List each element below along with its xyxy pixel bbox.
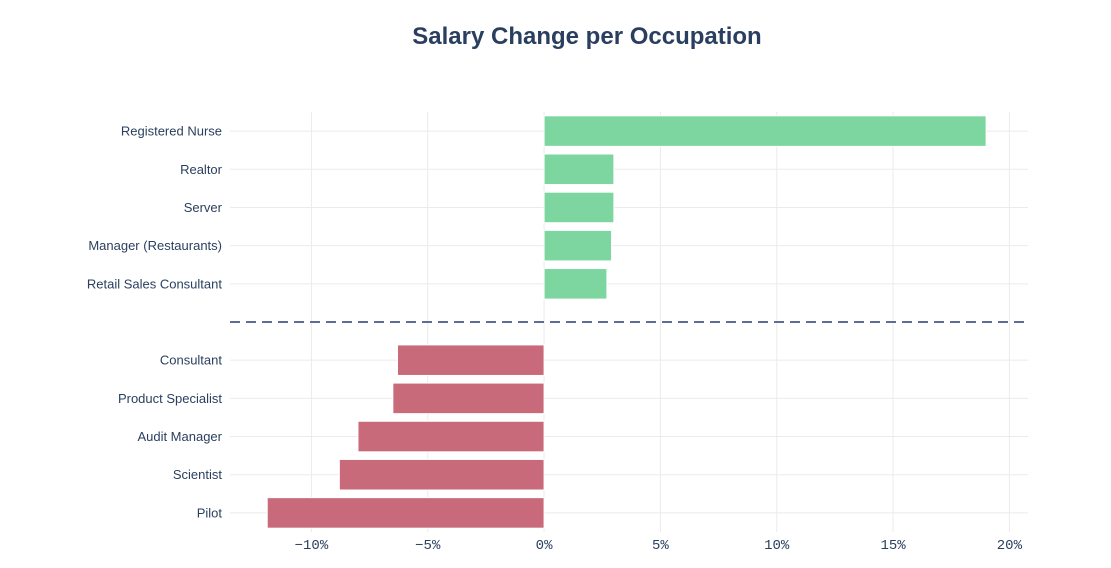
bar-realtor — [543, 153, 615, 186]
category-label: Registered Nurse — [121, 124, 222, 139]
category-label: Retail Sales Consultant — [87, 276, 223, 291]
x-axis-ticks: −10% −5% 0% 5% 10% 15% 20% — [295, 538, 1023, 554]
bar-pilot — [266, 497, 545, 529]
x-tick-label: 15% — [880, 538, 906, 554]
x-tick-label: 5% — [652, 538, 669, 554]
category-label: Pilot — [197, 505, 223, 520]
category-label: Manager (Restaurants) — [88, 238, 222, 253]
category-labels: Registered Nurse Realtor Server Manager (Re… — [87, 124, 223, 521]
category-label: Server — [184, 200, 223, 215]
bar-manager-restaurants — [543, 229, 613, 262]
bar-product-specialist — [392, 382, 545, 415]
bar-scientist — [338, 458, 545, 491]
x-tick-label: 20% — [997, 538, 1023, 554]
category-label: Scientist — [173, 467, 223, 482]
chart-title: Salary Change per Occupation — [412, 23, 761, 50]
category-label: Product Specialist — [118, 391, 222, 406]
category-label: Consultant — [160, 353, 223, 368]
x-tick-label: −10% — [295, 538, 329, 554]
bar-consultant — [397, 344, 545, 376]
x-tick-label: 0% — [536, 538, 553, 554]
x-tick-label: 10% — [764, 538, 790, 554]
bars — [266, 115, 987, 529]
bar-audit-manager — [357, 420, 545, 453]
bar-registered-nurse — [543, 115, 987, 147]
category-label: Realtor — [180, 162, 223, 177]
bar-server — [543, 191, 615, 224]
x-tick-label: −5% — [415, 538, 441, 554]
bar-retail-sales-consultant — [543, 268, 608, 300]
category-label: Audit Manager — [137, 429, 222, 444]
